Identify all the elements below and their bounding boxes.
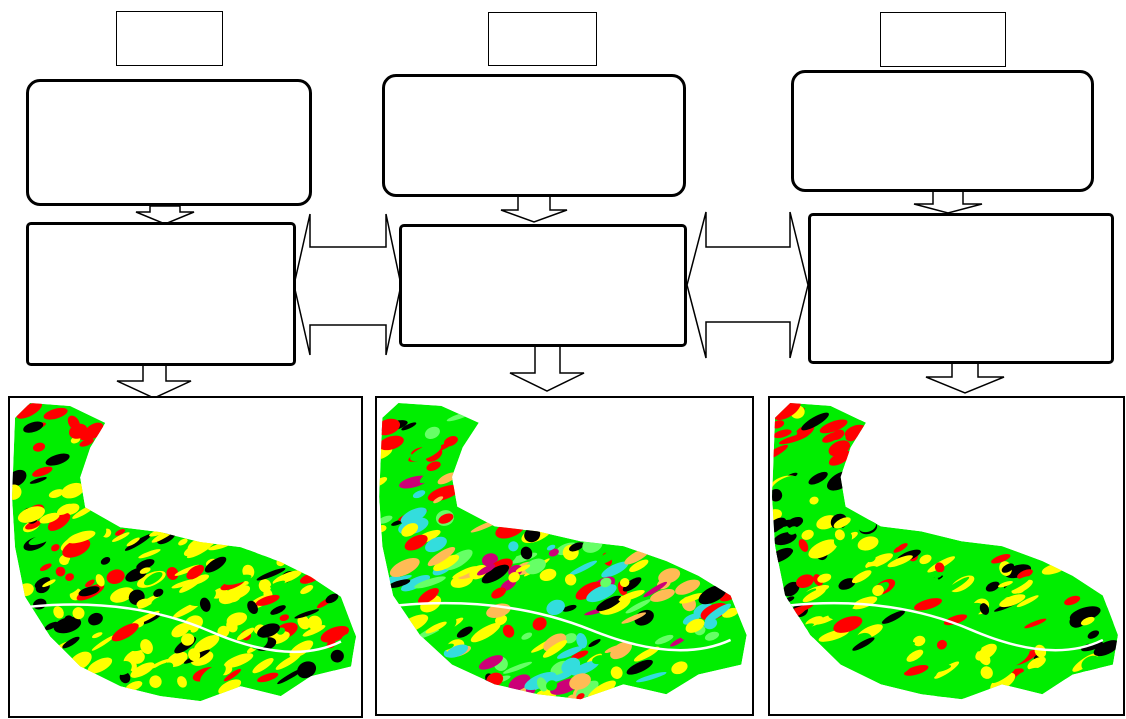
column-1-top-label — [116, 11, 223, 66]
double-headed-arrow — [293, 213, 402, 356]
column-2-result-box — [399, 224, 687, 347]
column-1-result-box — [26, 222, 296, 366]
land-cover-map-1 — [8, 396, 363, 718]
column-3-process-box — [791, 70, 1094, 192]
down-arrow — [925, 361, 1005, 394]
column-2-top-label — [488, 12, 597, 66]
down-arrow — [116, 361, 192, 399]
land-cover-map-image — [12, 402, 356, 702]
column-3-top-label — [880, 12, 1006, 67]
down-arrow — [135, 205, 195, 225]
down-arrow — [509, 345, 585, 392]
land-cover-map-2 — [375, 396, 754, 716]
land-cover-map-image — [379, 402, 747, 700]
land-cover-map-3 — [768, 396, 1125, 716]
down-arrow — [500, 195, 568, 223]
column-2-process-box — [382, 74, 686, 197]
column-1-process-box — [26, 79, 312, 206]
column-3-result-box — [808, 213, 1114, 364]
double-headed-arrow — [686, 211, 809, 359]
land-cover-map-image — [772, 402, 1118, 700]
